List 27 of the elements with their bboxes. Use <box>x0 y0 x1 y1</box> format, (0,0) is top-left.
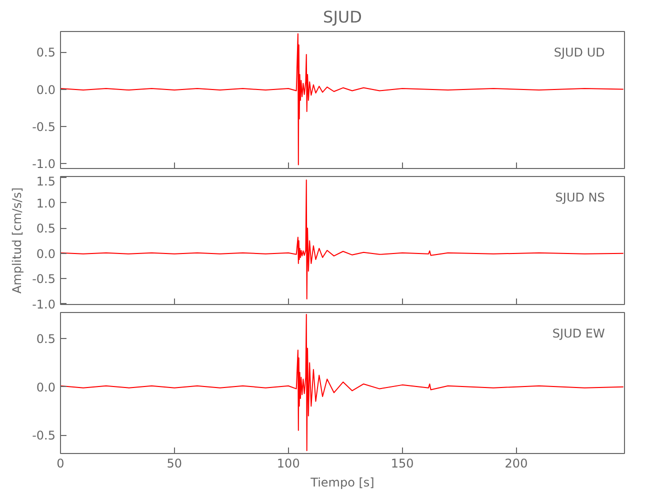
y-tick-label: 1.5 <box>36 174 56 188</box>
y-tick-label: 0.0 <box>36 82 56 97</box>
y-tick-label: 0.0 <box>36 380 56 394</box>
y-tick-label: 0.5 <box>36 46 56 60</box>
line-series <box>60 33 624 166</box>
y-tick-label: 0.0 <box>36 246 56 261</box>
x-tick-label: 0 <box>56 456 64 470</box>
y-tick-label: -1.0 <box>32 297 56 312</box>
x-tick-label: 150 <box>390 456 414 470</box>
annotation: SJUD UD <box>554 46 605 60</box>
x-tick-label: 100 <box>276 456 300 470</box>
y-tick-label: -0.5 <box>32 120 56 134</box>
annotation: SJUD NS <box>555 190 605 204</box>
x-axis-title: Tiempo [s] <box>310 476 374 490</box>
x-tick-label: 200 <box>504 456 528 470</box>
y-tick-label: -0.5 <box>32 272 56 286</box>
annotation: SJUD EW <box>552 326 606 340</box>
y-tick-label: -1.0 <box>32 156 56 171</box>
y-tick-label: 1.0 <box>36 196 56 210</box>
y-axis-title: Amplitud [cm/s/s] <box>10 187 24 294</box>
x-tick-label: 50 <box>166 456 182 470</box>
line-series <box>60 314 624 452</box>
line-series <box>60 180 624 300</box>
y-tick-label: 0.5 <box>36 222 56 236</box>
y-tick-label: 0.5 <box>36 332 56 346</box>
chart-title: SJUD <box>323 8 362 26</box>
y-tick-label: -0.5 <box>32 428 56 443</box>
